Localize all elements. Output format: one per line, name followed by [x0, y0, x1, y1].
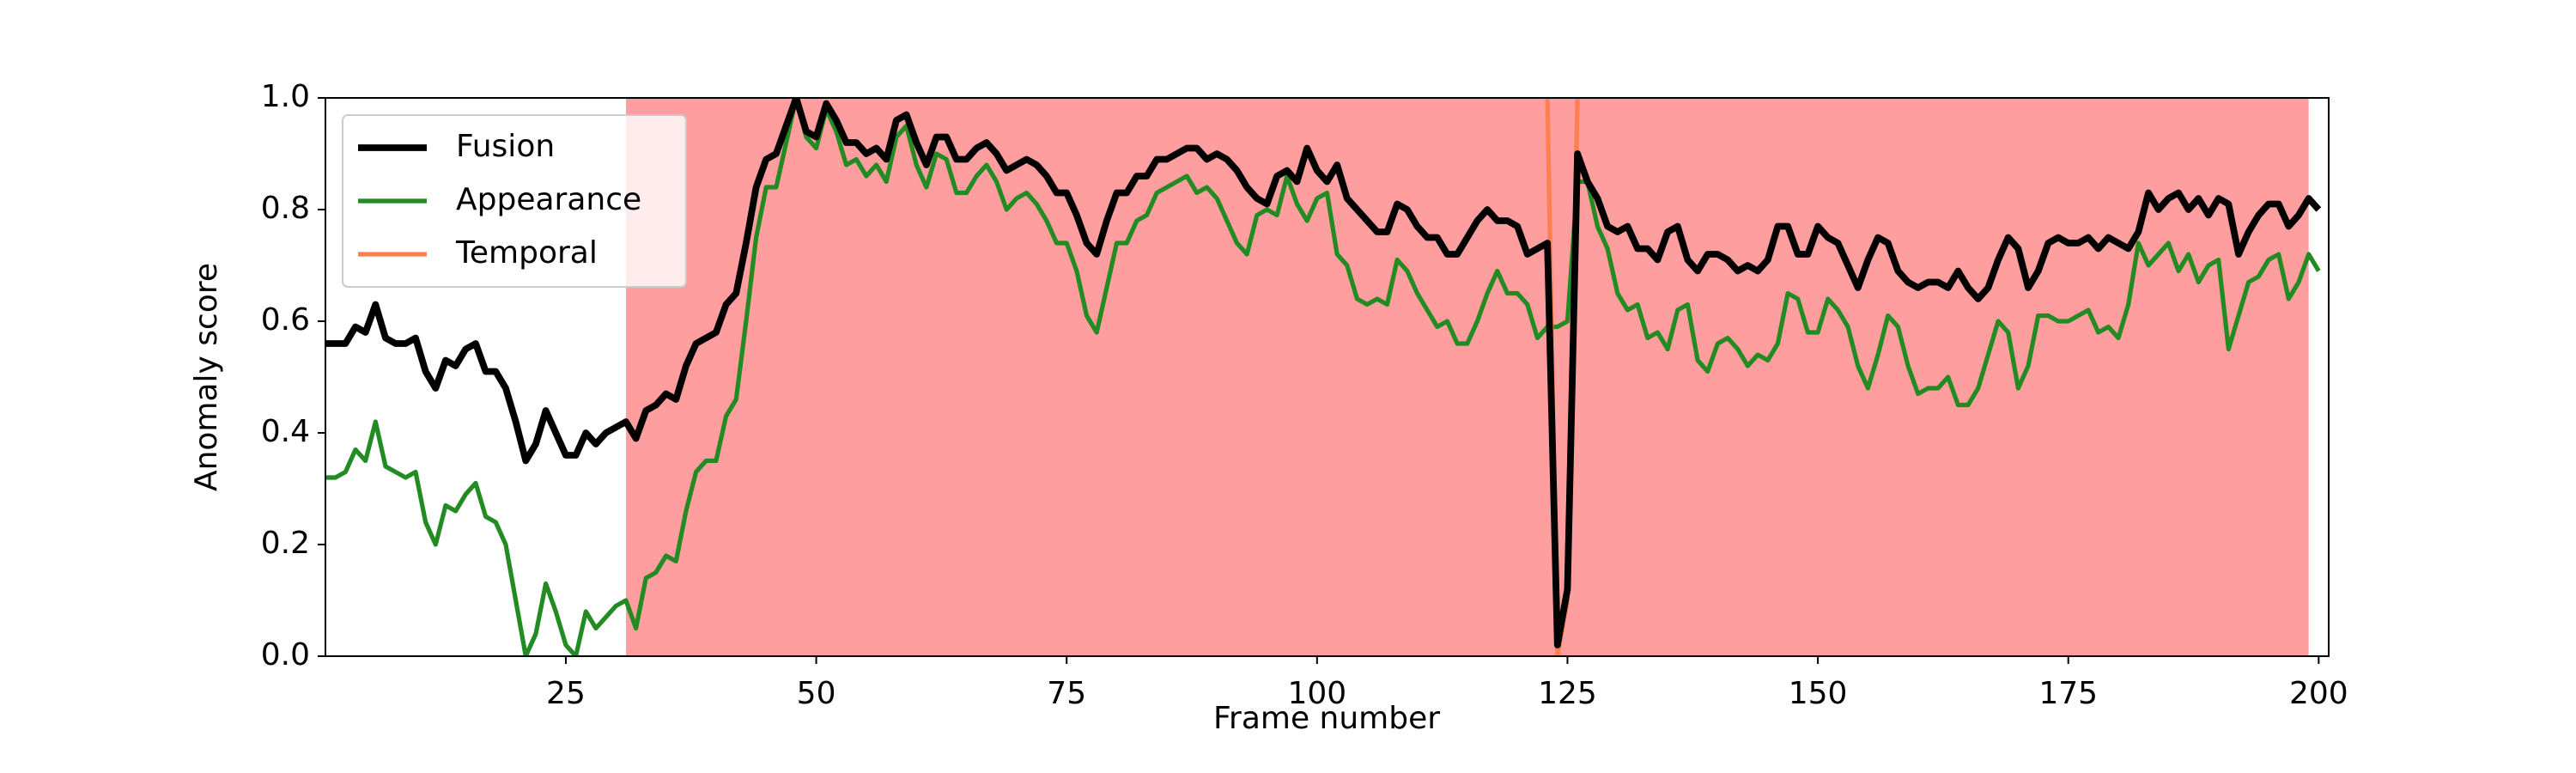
legend-label: Appearance [456, 182, 641, 217]
y-axis-label: Anomaly score [189, 263, 224, 491]
y-tick-label: 0.2 [261, 526, 310, 561]
shaded-span [625, 98, 2309, 656]
y-tick-label: 0.4 [261, 414, 310, 449]
x-tick-label: 200 [2289, 676, 2348, 711]
legend-label: Temporal [455, 235, 598, 271]
plot-area [325, 98, 2322, 656]
line-fusion [325, 98, 2322, 648]
axes: 25 50 75 100 125 150 175 200 0.0 0.2 0.4 0.6 0.8 1.0 [261, 79, 2348, 711]
legend: Fusion Appearance Temporal [342, 114, 687, 288]
x-tick-label: 150 [1789, 676, 1848, 711]
y-tick-label: 0.0 [261, 637, 310, 673]
y-tick-label: 0.8 [261, 191, 310, 226]
y-tick-label: 1.0 [261, 79, 310, 114]
x-tick-label: 25 [546, 676, 586, 711]
x-axis-label: Frame number [1213, 701, 1440, 736]
x-tick-label: 75 [1047, 676, 1086, 711]
x-tick-label: 50 [797, 676, 836, 711]
line-appearance [325, 98, 2321, 656]
x-tick-label: 175 [2038, 676, 2098, 711]
y-tick-label: 0.6 [261, 302, 310, 338]
axes-frame [325, 97, 2330, 657]
legend-label: Fusion [456, 129, 555, 164]
x-tick-label: 125 [1538, 676, 1597, 711]
legend-frame [342, 114, 687, 288]
x-tick-label: 100 [1287, 676, 1346, 711]
